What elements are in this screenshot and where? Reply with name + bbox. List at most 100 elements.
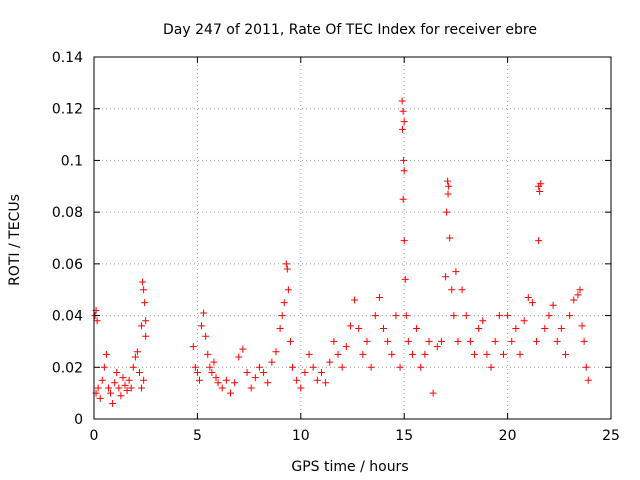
data-point <box>133 348 141 356</box>
data-point <box>218 384 226 392</box>
data-point <box>399 107 407 115</box>
data-point <box>210 358 218 366</box>
data-point <box>243 368 251 376</box>
data-point <box>255 363 263 371</box>
data-point <box>100 363 108 371</box>
data-point <box>111 379 119 387</box>
data-point <box>367 363 375 371</box>
data-point <box>200 309 208 317</box>
data-point <box>401 275 409 283</box>
data-point <box>413 325 421 332</box>
data-point <box>107 389 115 397</box>
data-point <box>425 337 433 345</box>
data-point <box>444 190 452 198</box>
data-point <box>142 332 150 340</box>
data-point <box>131 353 139 361</box>
data-point <box>437 337 445 345</box>
x-tick-label: 20 <box>499 428 517 444</box>
data-point <box>139 278 147 286</box>
data-point <box>193 368 201 376</box>
data-point <box>135 368 143 376</box>
data-point <box>278 312 286 320</box>
data-point <box>204 350 212 358</box>
data-point <box>140 376 148 384</box>
data-point <box>297 384 305 392</box>
data-point <box>487 363 495 371</box>
y-tick-label: 0.06 <box>52 257 83 273</box>
data-point <box>104 384 112 392</box>
data-point <box>317 368 325 376</box>
data-point <box>504 312 512 320</box>
y-tick-label: 0.02 <box>52 360 83 376</box>
data-point <box>326 358 334 366</box>
data-point <box>359 350 367 358</box>
data-point <box>444 177 452 185</box>
chart-title: Day 247 of 2011, Rate Of TEC Index for r… <box>163 22 537 38</box>
data-point <box>206 363 214 371</box>
data-point <box>396 363 404 371</box>
data-point <box>483 350 491 358</box>
data-point <box>138 322 146 330</box>
data-point <box>94 384 102 392</box>
data-point <box>309 363 317 371</box>
data-point <box>458 286 466 294</box>
data-point <box>283 265 291 273</box>
x-tick-label: 25 <box>602 428 620 444</box>
data-point <box>417 363 425 371</box>
data-point <box>398 97 406 105</box>
data-point <box>495 312 503 320</box>
data-point <box>528 299 536 307</box>
y-tick-label: 0 <box>74 412 83 428</box>
data-point <box>429 389 437 397</box>
x-tick-label: 0 <box>90 428 99 444</box>
data-point <box>351 296 359 304</box>
data-point <box>454 337 462 345</box>
data-point <box>443 208 451 216</box>
axis-ticks: 0 5 10 15 20 25 0 0.02 0.04 0.06 0.08 0.1 0.12 0.14 <box>52 50 620 444</box>
data-point <box>566 312 574 320</box>
data-point <box>284 286 292 294</box>
data-point <box>125 376 133 384</box>
data-point <box>142 317 150 325</box>
data-point <box>138 384 146 392</box>
data-point <box>516 350 524 358</box>
data-point <box>214 379 222 387</box>
data-point <box>198 322 206 330</box>
data-point <box>402 312 410 320</box>
x-tick-label: 5 <box>193 428 202 444</box>
data-point <box>93 317 101 325</box>
data-point <box>96 394 104 402</box>
data-point <box>282 260 290 268</box>
data-point <box>388 350 396 358</box>
data-point <box>102 350 110 358</box>
data-point <box>574 291 582 299</box>
data-point <box>212 374 220 382</box>
y-tick-label: 0.14 <box>52 50 83 66</box>
data-point <box>570 296 578 304</box>
data-point <box>313 376 321 384</box>
data-point <box>195 376 203 384</box>
data-point <box>268 358 276 366</box>
data-point <box>446 234 454 242</box>
data-point <box>400 156 408 164</box>
data-point <box>247 384 255 392</box>
data-point <box>127 384 135 392</box>
data-point <box>189 343 197 351</box>
data-point <box>400 118 408 126</box>
data-point <box>392 312 400 320</box>
data-point <box>202 332 210 340</box>
data-point <box>536 187 544 195</box>
data-point <box>322 379 330 387</box>
data-point <box>208 368 216 376</box>
x-tick-label: 10 <box>292 428 310 444</box>
data-point <box>226 389 234 397</box>
data-point <box>115 384 123 392</box>
data-point <box>433 343 441 351</box>
data-point <box>301 368 309 376</box>
data-point <box>448 286 456 294</box>
data-point <box>580 337 588 345</box>
data-point <box>119 374 127 382</box>
data-point <box>399 125 407 133</box>
data-point <box>231 379 239 387</box>
